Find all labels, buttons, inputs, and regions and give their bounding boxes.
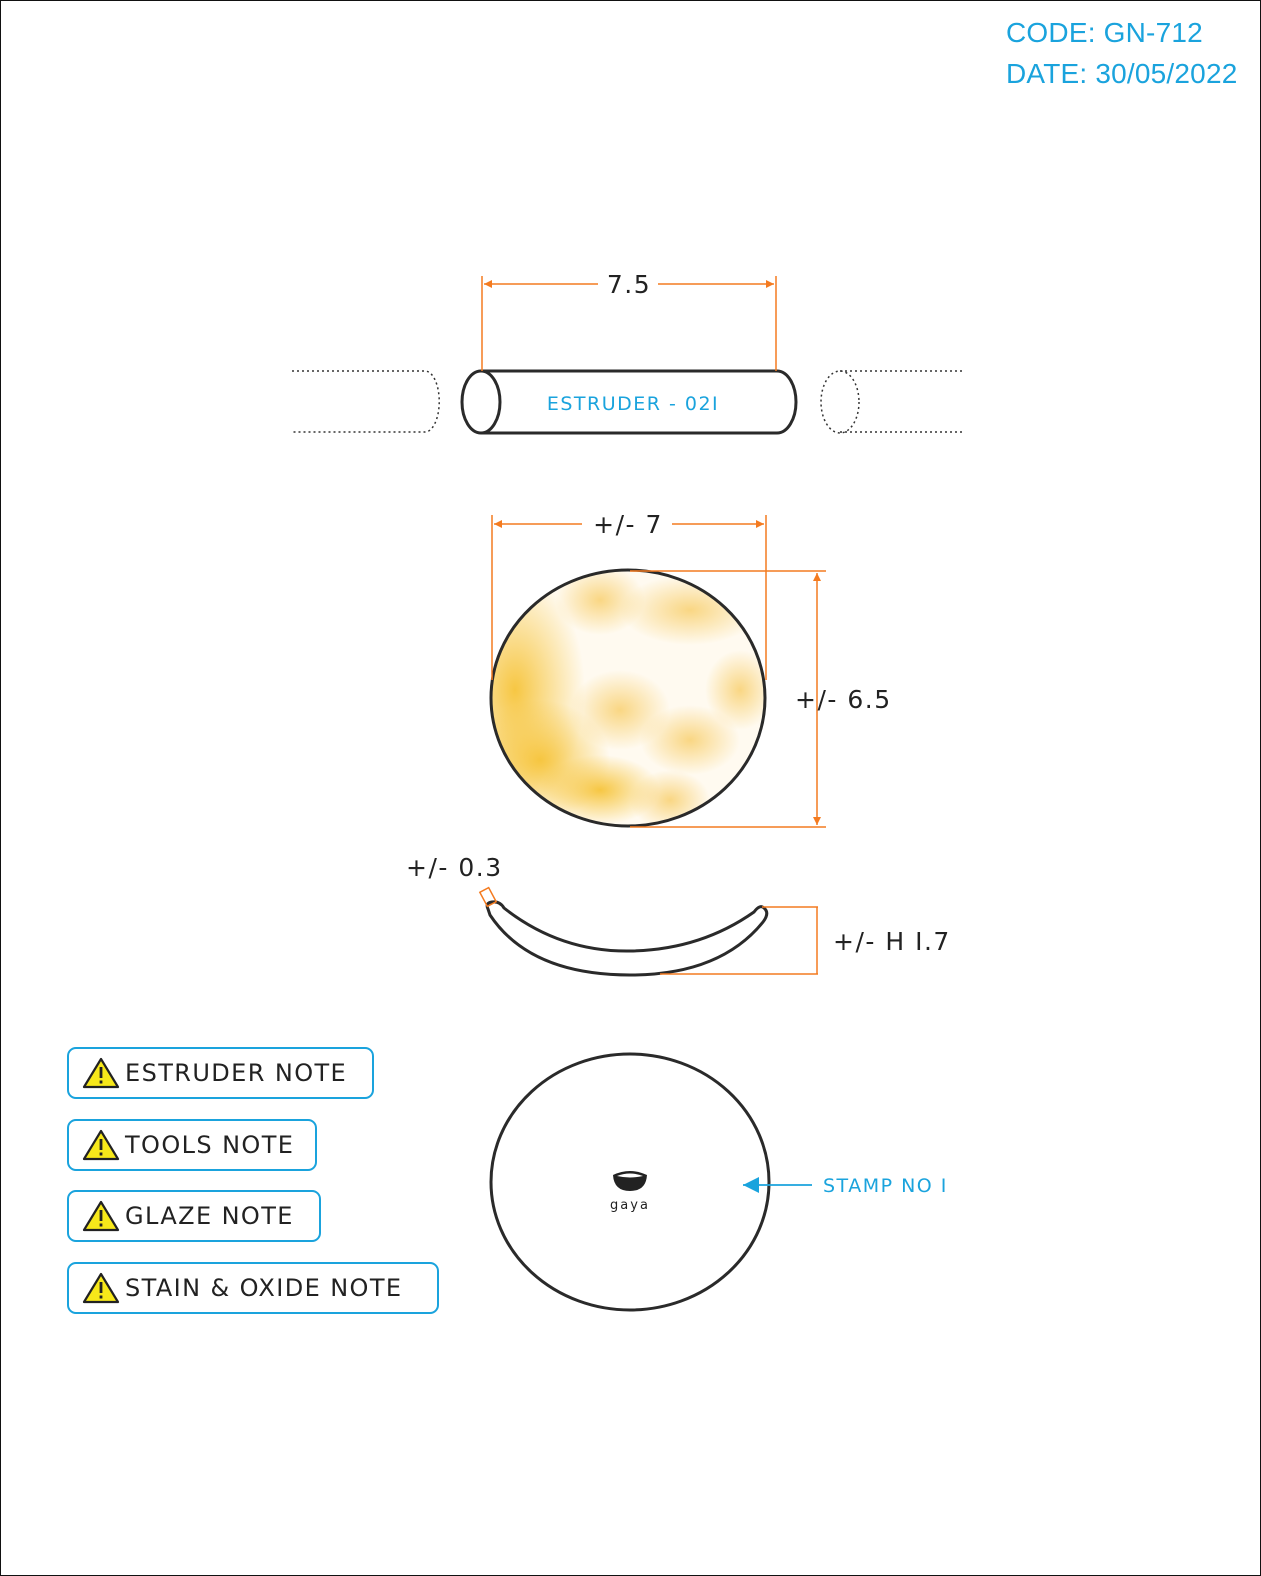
- logo-text: gaya: [610, 1198, 650, 1213]
- extruder-continuation-right-end: [820, 370, 860, 434]
- extruder-continuation-left: [292, 370, 440, 433]
- extruder-label: ESTRUDER - 02I: [547, 393, 719, 415]
- plate-top-view: +/- 7 +/- 6.5: [489, 510, 892, 828]
- note-label: ESTRUDER NOTE: [125, 1059, 348, 1087]
- plate-bottom-view: gaya STAMP NO I: [489, 1052, 948, 1312]
- glaze-pattern: [491, 570, 765, 826]
- drawing-date: DATE: 30/05/2022: [1006, 58, 1238, 89]
- note-label: GLAZE NOTE: [125, 1202, 294, 1230]
- extruder-coil-body: [481, 369, 798, 435]
- note-label: STAIN & OXIDE NOTE: [125, 1274, 403, 1302]
- warning-icon: [82, 1272, 120, 1304]
- thickness-dimension: +/- 0.3: [406, 853, 503, 882]
- gaya-logo: gaya: [610, 1171, 650, 1213]
- warning-icon: [82, 1057, 120, 1089]
- thickness-indicator: [478, 886, 498, 908]
- glaze-note-button[interactable]: GLAZE NOTE: [67, 1190, 321, 1242]
- plate-height-dimension: +/- 6.5: [795, 685, 892, 714]
- plate-top-outline: [489, 568, 767, 828]
- estruder-note-button[interactable]: ESTRUDER NOTE: [67, 1047, 374, 1099]
- plate-side-profile: [485, 900, 769, 977]
- note-label: TOOLS NOTE: [125, 1131, 295, 1159]
- side-height-dimension: +/- H I.7: [833, 927, 951, 956]
- product-code: CODE: GN-712: [1006, 17, 1203, 48]
- plate-width-dimension: +/- 7: [593, 510, 663, 539]
- warning-icon: [82, 1200, 120, 1232]
- extruder-view: ESTRUDER - 02I 7.5: [292, 270, 965, 435]
- title-block: CODE: GN-712 DATE: 30/05/2022: [1006, 12, 1238, 94]
- tools-note-button[interactable]: TOOLS NOTE: [67, 1119, 317, 1171]
- plate-side-view: +/- 0.3 +/- H I.7: [406, 853, 951, 977]
- stamp-label: STAMP NO I: [823, 1175, 948, 1197]
- stain-oxide-note-button[interactable]: STAIN & OXIDE NOTE: [67, 1262, 439, 1314]
- extruder-coil-end: [460, 369, 502, 435]
- warning-icon: [82, 1129, 120, 1161]
- extruder-length-dimension: 7.5: [607, 270, 651, 299]
